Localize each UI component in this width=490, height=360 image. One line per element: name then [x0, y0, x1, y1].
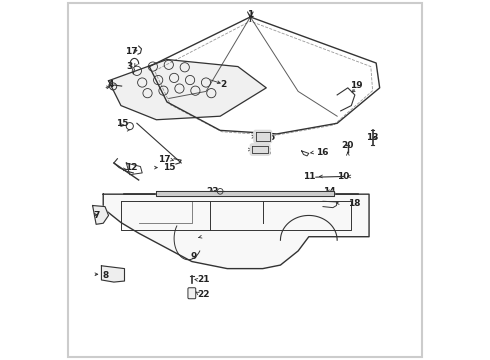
Text: 9: 9 — [191, 252, 197, 261]
Polygon shape — [103, 194, 369, 269]
Text: 10: 10 — [337, 172, 349, 181]
Text: 22: 22 — [197, 290, 210, 299]
Text: 3: 3 — [127, 62, 133, 71]
Text: 14: 14 — [323, 187, 336, 196]
Text: 11: 11 — [302, 172, 315, 181]
Polygon shape — [109, 59, 266, 120]
Text: 1: 1 — [247, 10, 253, 19]
Text: 7: 7 — [93, 211, 99, 220]
Polygon shape — [93, 206, 109, 224]
Text: 19: 19 — [350, 81, 363, 90]
Text: 5: 5 — [268, 133, 274, 142]
Text: 18: 18 — [348, 198, 360, 207]
Text: 8: 8 — [102, 271, 109, 280]
Text: 2: 2 — [220, 80, 227, 89]
Text: 17: 17 — [158, 155, 171, 164]
FancyBboxPatch shape — [188, 288, 196, 299]
FancyBboxPatch shape — [250, 144, 270, 155]
Text: 23: 23 — [206, 187, 219, 196]
Text: 16: 16 — [316, 148, 328, 157]
Text: 17: 17 — [124, 47, 137, 56]
Polygon shape — [101, 266, 124, 282]
Text: 6: 6 — [265, 148, 271, 157]
Text: 20: 20 — [342, 141, 354, 150]
Text: 12: 12 — [125, 163, 138, 172]
Text: 15: 15 — [164, 163, 176, 172]
Text: 4: 4 — [107, 80, 114, 89]
FancyBboxPatch shape — [254, 130, 271, 143]
Polygon shape — [156, 192, 334, 196]
Text: 21: 21 — [197, 275, 210, 284]
Text: 13: 13 — [367, 133, 379, 142]
Text: 15: 15 — [116, 120, 128, 129]
